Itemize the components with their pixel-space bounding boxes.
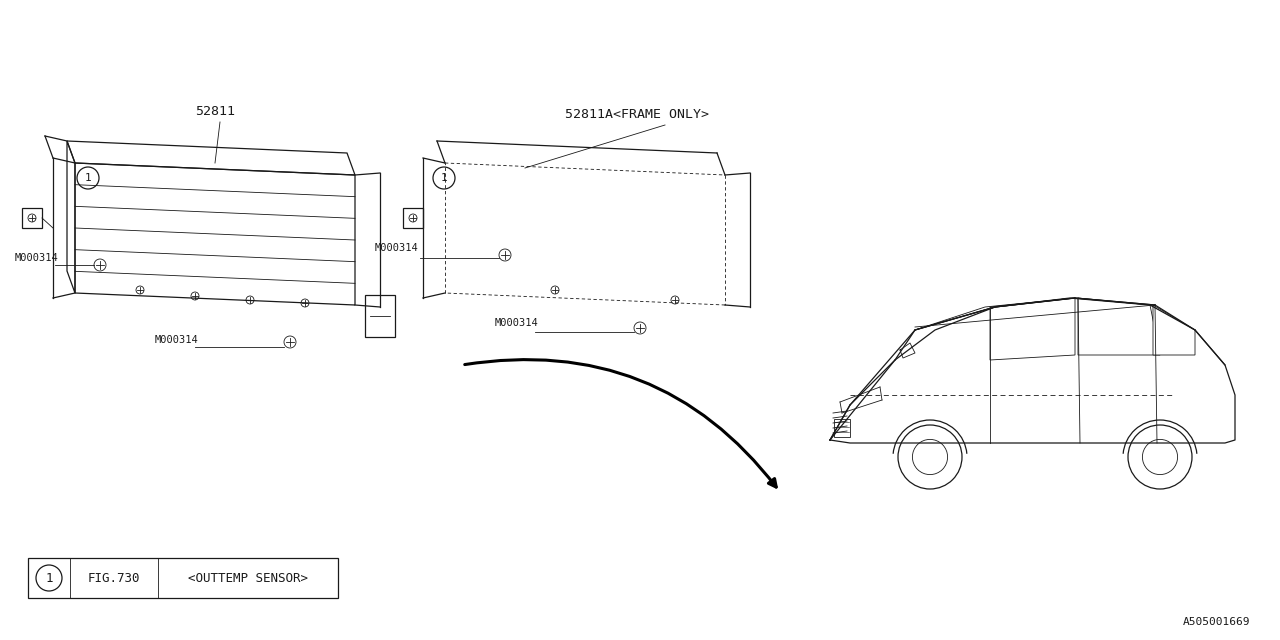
Text: FIG.730: FIG.730	[88, 572, 141, 584]
Polygon shape	[1078, 298, 1160, 355]
Text: A505001669: A505001669	[1183, 617, 1251, 627]
Text: 52811: 52811	[195, 105, 236, 118]
FancyBboxPatch shape	[365, 295, 396, 337]
FancyBboxPatch shape	[835, 419, 850, 437]
Text: 1: 1	[440, 173, 448, 183]
FancyBboxPatch shape	[28, 558, 338, 598]
Text: M000314: M000314	[375, 243, 419, 253]
Polygon shape	[1153, 305, 1196, 355]
Text: 1: 1	[84, 173, 91, 183]
Text: M000314: M000314	[155, 335, 198, 345]
Text: 1: 1	[45, 572, 52, 584]
FancyBboxPatch shape	[403, 208, 422, 228]
Polygon shape	[989, 298, 1075, 360]
FancyBboxPatch shape	[22, 208, 42, 228]
Text: M000314: M000314	[495, 318, 539, 328]
Text: M000314: M000314	[15, 253, 59, 263]
Text: <OUTTEMP SENSOR>: <OUTTEMP SENSOR>	[188, 572, 308, 584]
Text: 52811A<FRAME ONLY>: 52811A<FRAME ONLY>	[564, 108, 709, 121]
